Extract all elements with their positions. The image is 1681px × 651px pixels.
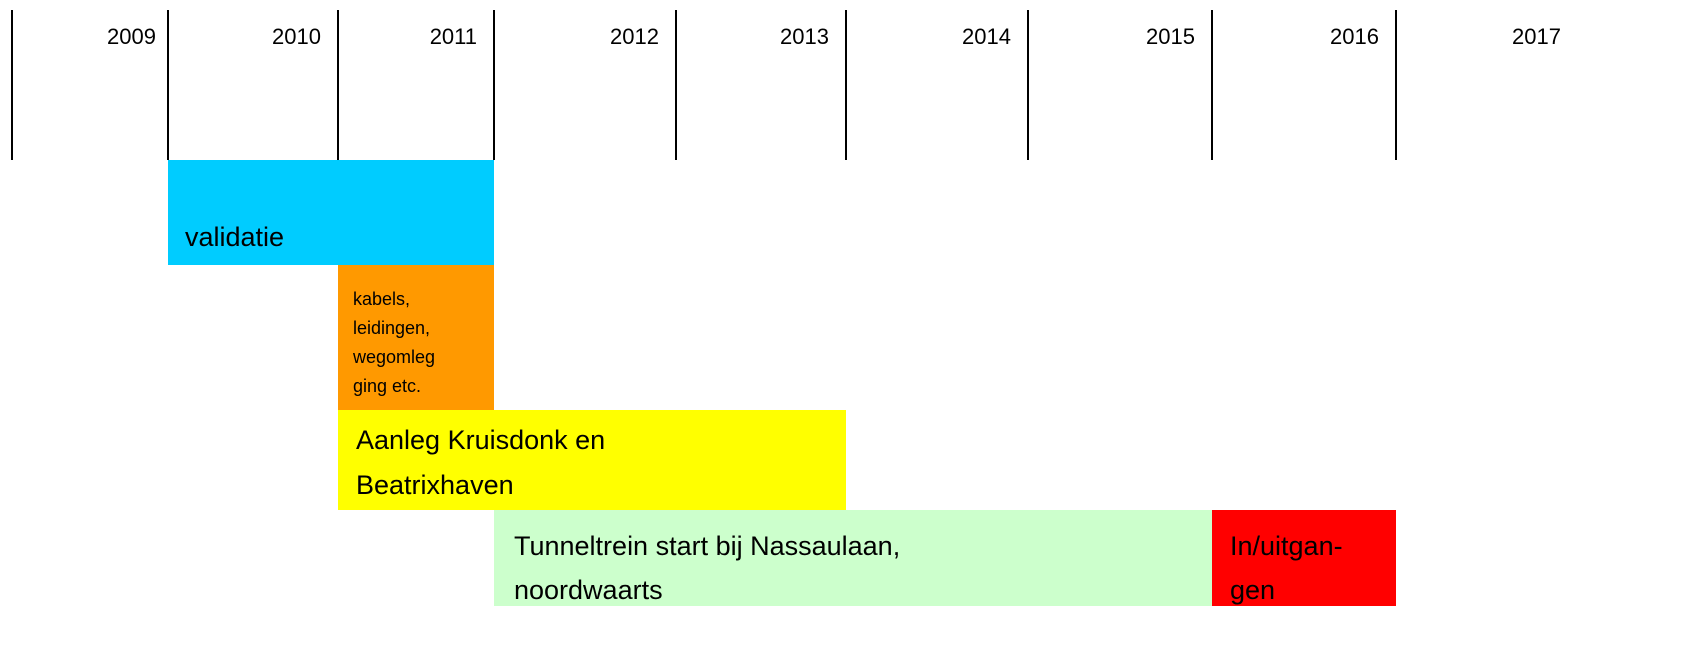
year-divider (1211, 10, 1213, 160)
year-divider (1027, 10, 1029, 160)
task-bar: kabels, leidingen, wegomleg ging etc. (338, 265, 494, 410)
task-text: Tunneltrein start bij Nassaulaan, (514, 531, 901, 561)
task-text: leidingen, (353, 318, 431, 338)
task-text: kabels, (353, 289, 411, 309)
year-label: 2015 (1146, 24, 1195, 49)
task-text: ging etc. (353, 376, 422, 396)
year-divider (167, 10, 169, 160)
year-divider (845, 10, 847, 160)
task-bar: Aanleg Kruisdonk en Beatrixhaven (338, 410, 846, 510)
task-text: noordwaarts (514, 575, 663, 605)
task-text: Beatrixhaven (356, 470, 514, 500)
year-label: 2014 (962, 24, 1011, 49)
year-label: 2017 (1512, 24, 1561, 49)
year-divider (493, 10, 495, 160)
year-divider (1395, 10, 1397, 160)
year-divider (11, 10, 13, 160)
task-text: gen (1230, 575, 1276, 605)
task-text: wegomleg (353, 347, 436, 367)
task-text: validatie (185, 222, 285, 252)
year-label: 2010 (272, 24, 321, 49)
year-label: 2009 (107, 24, 156, 49)
year-divider (675, 10, 677, 160)
year-divider (337, 10, 339, 160)
task-bar: In/uitgan- gen (1212, 510, 1396, 606)
year-label: 2013 (780, 24, 829, 49)
year-label: 2011 (429, 24, 477, 49)
year-label: 2012 (610, 24, 659, 49)
task-bar: Tunneltrein start bij Nassaulaan, noordw… (494, 510, 1212, 606)
task-text: In/uitgan- (1230, 531, 1343, 561)
year-label: 2016 (1330, 24, 1379, 49)
task-bar: validatie (168, 160, 494, 265)
task-text: Aanleg Kruisdonk en (356, 425, 606, 455)
